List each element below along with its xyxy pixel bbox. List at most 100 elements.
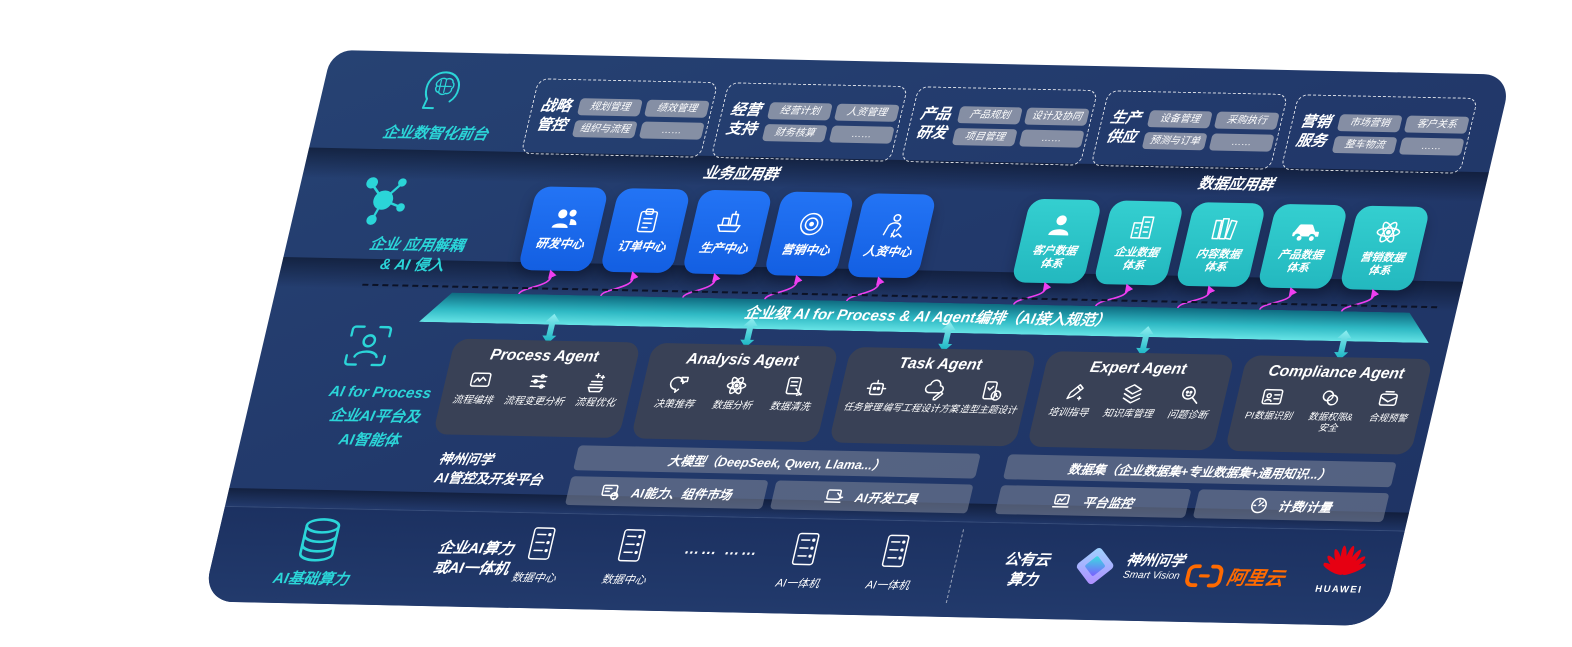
agent-item-labels: PI数据识别 数据权限&安全 合规预警 bbox=[1235, 410, 1414, 436]
pill: 设计及协同 bbox=[1023, 107, 1090, 126]
front-office-group-operation: 经营 支持 经营计划 人资管理 财务核算 …… bbox=[710, 82, 909, 162]
app-box-label: 订单中心 bbox=[616, 238, 668, 254]
agent-item: 数据清洗 bbox=[768, 401, 812, 414]
app-box-hr-center: 人资中心 bbox=[845, 193, 938, 279]
app-box-label: 产品数据 体系 bbox=[1277, 248, 1325, 274]
problem-diagnosis-icon bbox=[1181, 386, 1198, 404]
agent-title: Compliance Agent bbox=[1266, 362, 1407, 383]
server-icon bbox=[617, 529, 646, 562]
compute-node: AI一体机 bbox=[854, 533, 932, 593]
huawei-logo: HUAWEI bbox=[1307, 543, 1379, 596]
double-arrow-icon bbox=[1334, 330, 1352, 361]
group-pills: 市场营销 客户关系 整车物流 …… bbox=[1331, 113, 1470, 156]
agent-item: 问题诊断 bbox=[1166, 409, 1209, 422]
platform-monitor-icon bbox=[1052, 493, 1071, 508]
monitor-bar-label: 平台监控 bbox=[1081, 495, 1135, 511]
double-arrow-icon bbox=[740, 317, 758, 348]
agent-item: 培训指导 bbox=[1046, 407, 1090, 419]
app-box-label: 研发中心 bbox=[534, 235, 586, 251]
flow-orchestration-icon bbox=[469, 372, 492, 388]
pill: …… bbox=[828, 125, 895, 144]
agent-card-task: Task Agent 任务管理 编写工程设计方案 造型主题设计 bbox=[828, 346, 1038, 447]
agent-item: 编写工程设计方案 bbox=[881, 402, 960, 416]
clipboard-icon bbox=[636, 208, 659, 233]
smartvision-diamond-icon bbox=[1076, 548, 1114, 585]
pill: 设备管理 bbox=[1146, 109, 1213, 128]
training-guide-icon bbox=[1066, 383, 1084, 401]
compute-node: 数据中心 bbox=[590, 528, 668, 588]
books-icon bbox=[1211, 217, 1238, 240]
pill: 项目管理 bbox=[951, 127, 1018, 146]
group-pills: 规划管理 绩效管理 组织与流程 …… bbox=[571, 97, 711, 140]
smartvision-en: Smart Vision bbox=[1121, 569, 1181, 582]
car-icon bbox=[1292, 224, 1320, 241]
smartvision-text: 神州问学 Smart Vision bbox=[1121, 552, 1187, 582]
group-pills: 经营计划 人资管理 财务核算 …… bbox=[761, 101, 900, 144]
data-analysis-icon bbox=[726, 376, 747, 395]
group-label: 经营 支持 bbox=[724, 101, 763, 138]
pill: …… bbox=[1018, 128, 1085, 148]
styling-theme-icon bbox=[982, 381, 1002, 401]
aliyun-bracket-icon bbox=[1185, 564, 1224, 588]
app-box-order-center: 订单中心 bbox=[599, 188, 692, 274]
front-office-group-production: 生产 供应 设备管理 采购执行 预测与订单 …… bbox=[1090, 90, 1289, 170]
agent-item-labels: 流程编排 流程变更分析 流程优化 bbox=[445, 395, 622, 410]
metering-bar-label: 计费/计量 bbox=[1276, 499, 1334, 515]
app-box-label: 客户数据 体系 bbox=[1031, 244, 1078, 270]
app-box-label: 营销数据 体系 bbox=[1358, 251, 1406, 277]
data-cleaning-icon bbox=[785, 376, 803, 397]
smartvision-cn: 神州问学 bbox=[1124, 552, 1187, 570]
server-icon bbox=[527, 527, 556, 560]
rail-front-office-label: 企业数智化前台 bbox=[380, 124, 490, 144]
group-label: 营销 服务 bbox=[1294, 113, 1333, 150]
database-icon bbox=[298, 518, 341, 562]
pill: 预测与订单 bbox=[1141, 131, 1208, 150]
pill: 客户关系 bbox=[1403, 115, 1470, 134]
metering-bar: 计费/计量 bbox=[1192, 489, 1390, 523]
atom-icon bbox=[1376, 221, 1401, 243]
group-label: 产品 研发 bbox=[914, 105, 953, 142]
group-label: 生产 供应 bbox=[1104, 109, 1143, 146]
compliance-alert-icon bbox=[1378, 390, 1398, 407]
group-pills: 设备管理 采购执行 预测与订单 …… bbox=[1141, 109, 1280, 152]
building-icon bbox=[1130, 216, 1155, 239]
front-office-group-marketing: 营销 服务 市场营销 客户关系 整车物流 …… bbox=[1280, 94, 1479, 174]
agent-item: 决策推荐 bbox=[652, 398, 696, 411]
pill: 经营计划 bbox=[767, 101, 833, 120]
app-box-content-data: 内容数据 体系 bbox=[1174, 202, 1267, 288]
pi-data-recognition-icon bbox=[1261, 388, 1284, 405]
agent-item: 数据分析 bbox=[710, 400, 754, 412]
pill: 人资管理 bbox=[834, 103, 900, 122]
dev-tools-icon bbox=[824, 488, 844, 503]
molecule-icon bbox=[366, 177, 407, 225]
engineering-design-icon bbox=[924, 379, 944, 401]
model-bar: 大模型（DeepSeek, Qwen, Llama...） bbox=[573, 445, 981, 479]
agent-item-labels: 任务管理 编写工程设计方案 造型主题设计 bbox=[841, 402, 1018, 418]
hr-person-icon bbox=[882, 213, 902, 238]
architecture-panel: 企业数智化前台 企业 应用解耦 & AI 侵入 AI for Process 企… bbox=[202, 50, 1512, 627]
app-box-label: 内容数据 体系 bbox=[1195, 248, 1242, 274]
agent-item: 合规预警 bbox=[1367, 412, 1408, 425]
compute-node-label: AI一体机 bbox=[774, 577, 821, 591]
app-box-customer-data: 客户数据 体系 bbox=[1010, 198, 1103, 284]
public-cloud-line2: 算力 bbox=[1005, 570, 1040, 589]
devtools-bar-label: AI开发工具 bbox=[853, 491, 920, 507]
head-brain-icon bbox=[421, 71, 461, 110]
compute-node: 数据中心 bbox=[500, 526, 578, 586]
agent-item-labels: 培训指导 知识库管理 问题诊断 bbox=[1039, 407, 1216, 422]
agent-item-labels: 决策推荐 数据分析 数据清洗 bbox=[643, 399, 820, 414]
target-icon bbox=[800, 212, 824, 235]
group-label: 战略 管控 bbox=[534, 97, 573, 134]
agent-item: 流程编排 bbox=[451, 394, 494, 407]
component-market-icon bbox=[601, 484, 620, 500]
ability-bar-label: AI能力、组件市场 bbox=[629, 486, 734, 503]
double-arrow-icon bbox=[938, 322, 956, 352]
group-pills: 产品规划 设计及协同 项目管理 …… bbox=[951, 105, 1090, 148]
ability-bar: AI能力、组件市场 bbox=[564, 476, 769, 510]
aliyun-wordmark: 阿里云 bbox=[1224, 567, 1287, 591]
devtools-bar: AI开发工具 bbox=[769, 480, 974, 514]
data-permission-icon bbox=[1322, 390, 1339, 406]
front-office-group-strategy: 战略 管控 规划管理 绩效管理 组织与流程 …… bbox=[520, 78, 719, 158]
user-icon bbox=[1048, 215, 1069, 236]
knowledge-base-icon bbox=[1122, 384, 1143, 404]
